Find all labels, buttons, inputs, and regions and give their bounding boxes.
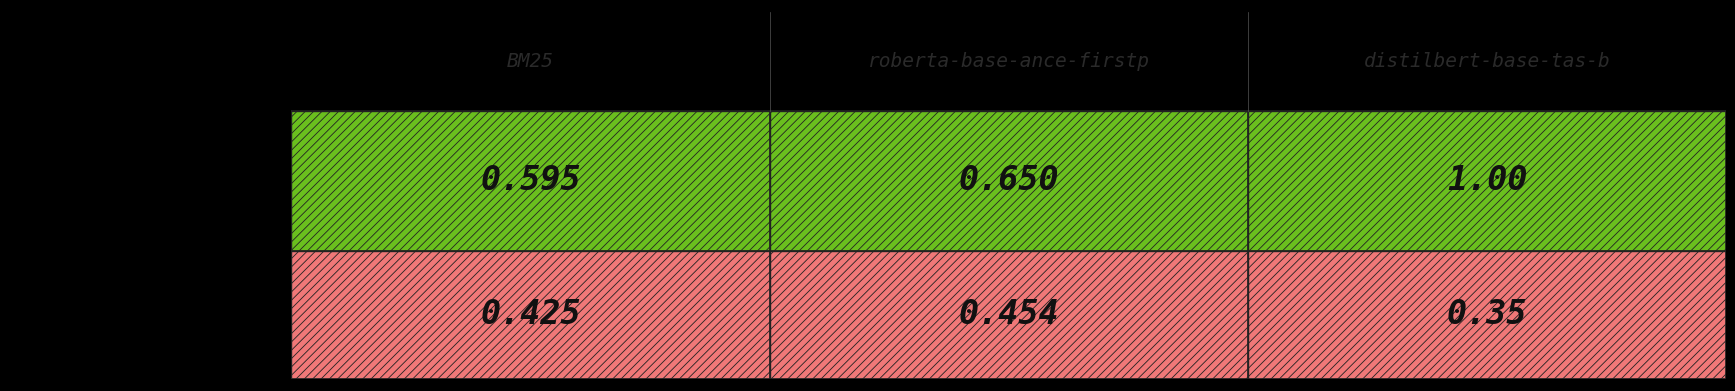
Text: 0.454: 0.454 <box>959 298 1058 332</box>
Polygon shape <box>291 111 770 251</box>
Text: 0.425: 0.425 <box>481 298 581 332</box>
Polygon shape <box>770 251 1247 379</box>
Polygon shape <box>770 111 1247 251</box>
Polygon shape <box>1247 111 1726 251</box>
Text: 0.595: 0.595 <box>481 164 581 197</box>
Text: 0.650: 0.650 <box>959 164 1058 197</box>
Text: BM25: BM25 <box>507 52 553 71</box>
Text: distilbert-base-tas-b: distilbert-base-tas-b <box>1364 52 1610 71</box>
Polygon shape <box>1247 251 1726 379</box>
Text: 1.00: 1.00 <box>1447 164 1527 197</box>
Polygon shape <box>291 251 770 379</box>
Text: 0.35: 0.35 <box>1447 298 1527 332</box>
Text: roberta-base-ance-firstp: roberta-base-ance-firstp <box>868 52 1150 71</box>
